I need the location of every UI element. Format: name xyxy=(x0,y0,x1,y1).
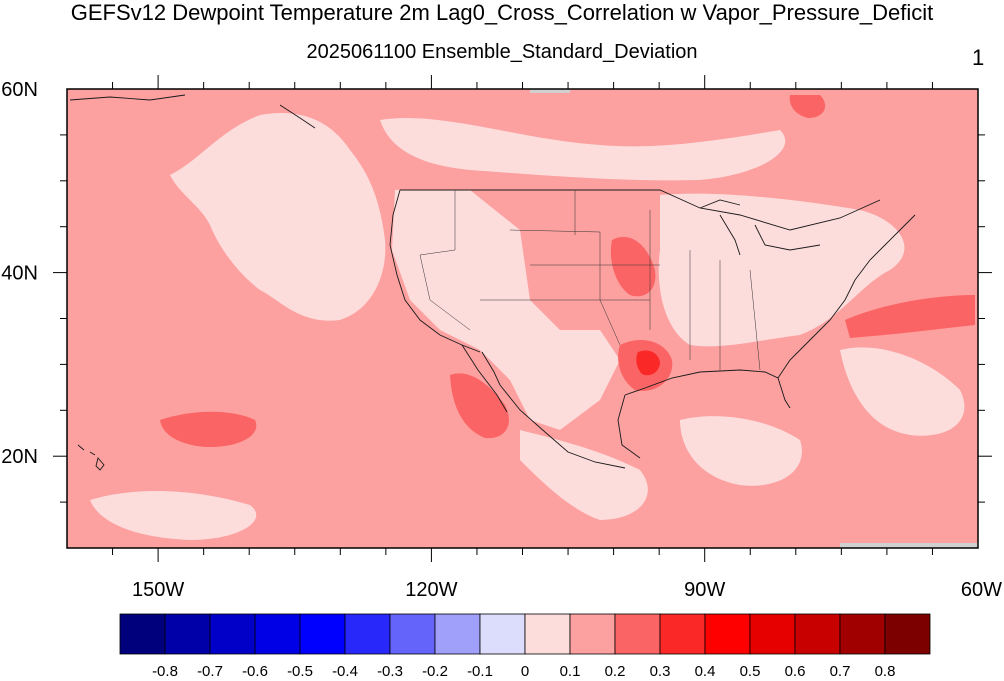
hawaii-islands xyxy=(77,444,105,471)
colorbar: -0.8 -0.7 -0.6 -0.5 -0.4 -0.3 -0.2 -0.1 0 0.1 0.2 0… xyxy=(119,613,931,680)
texas-core-high-region xyxy=(636,350,660,376)
coastlines xyxy=(69,94,916,469)
atlantic-high-region xyxy=(845,295,975,338)
baja-coast xyxy=(461,344,508,413)
colorbar-label: -0.3 xyxy=(377,663,403,680)
lon-label: 90W xyxy=(684,579,725,601)
us-canada-border xyxy=(400,189,881,231)
colorbar-swatch xyxy=(344,613,391,655)
colorbar-label: 0.3 xyxy=(650,663,671,680)
colorbar-label: 0 xyxy=(521,663,529,680)
colorbar-swatch xyxy=(479,613,526,655)
colorbar-swatch xyxy=(884,613,931,655)
canada-low-region xyxy=(380,117,786,181)
map-area xyxy=(67,89,978,548)
pacific-low-region xyxy=(170,113,386,321)
us-east-coast xyxy=(777,214,916,379)
colorbar-swatch xyxy=(389,613,436,655)
colorbar-label: 0.6 xyxy=(785,663,806,680)
colorbar-swatch xyxy=(164,613,211,655)
labrador-high-region xyxy=(789,95,826,118)
us-west-low-region xyxy=(392,190,620,430)
tropical-pacific-low-region xyxy=(90,490,257,540)
colorbar-label: 0.4 xyxy=(695,663,716,680)
lat-label: 20N xyxy=(1,446,38,468)
colorbar-swatch xyxy=(569,613,616,655)
lower-right-no-data-strip xyxy=(530,89,978,548)
colorbar-swatch xyxy=(704,613,751,655)
us-west-coast xyxy=(389,189,481,353)
alaska-coast xyxy=(69,94,316,129)
pacific-high-region xyxy=(160,411,257,448)
colorbar-swatch xyxy=(524,613,571,655)
colorbar-swatch xyxy=(254,613,301,655)
colorbar-label: -0.7 xyxy=(197,663,223,680)
colorbar-label: -0.8 xyxy=(152,663,178,680)
mexico-low-region xyxy=(520,430,648,520)
colorbar-swatch xyxy=(794,613,841,655)
atlantic-low-region xyxy=(840,347,965,436)
state-boundaries xyxy=(419,190,761,371)
colorbar-label: 0.8 xyxy=(875,663,896,680)
lon-label: 120W xyxy=(405,579,457,601)
colorbar-label: 0.7 xyxy=(830,663,851,680)
colorbar-label: -0.2 xyxy=(422,663,448,680)
colorbar-label: -0.6 xyxy=(242,663,268,680)
colorbar-label: -0.4 xyxy=(332,663,358,680)
colorbar-label: 0.2 xyxy=(605,663,626,680)
colorbar-swatch xyxy=(209,613,256,655)
colorbar-swatch xyxy=(299,613,346,655)
great-lakes xyxy=(699,199,821,256)
latitude-labels: 60N 40N 20N xyxy=(1,79,38,468)
lat-label: 60N xyxy=(1,79,38,101)
axis-ticks xyxy=(53,75,992,562)
panel-label: 1 xyxy=(972,45,985,70)
colorbar-label: 0.5 xyxy=(740,663,761,680)
colorbar-label: -0.5 xyxy=(287,663,313,680)
lat-label: 40N xyxy=(1,263,38,285)
colorbar-swatch xyxy=(839,613,886,655)
high-value-regions xyxy=(160,95,975,448)
lon-label: 60W xyxy=(961,579,1002,601)
caribbean-low-region xyxy=(680,416,802,486)
colorbar-label: -0.1 xyxy=(467,663,493,680)
colorbar-swatch xyxy=(749,613,796,655)
colorbar-swatch xyxy=(119,613,166,655)
chart-title: GEFSv12 Dewpoint Temperature 2m Lag0_Cro… xyxy=(70,0,934,25)
colorbar-swatch xyxy=(659,613,706,655)
mexico-coast xyxy=(499,384,641,469)
chart-subtitle: 2025061100 Ensemble_Standard_Deviation xyxy=(306,41,698,63)
colorbar-swatch xyxy=(434,613,481,655)
baja-high-region xyxy=(450,373,509,439)
gulf-coast xyxy=(624,369,791,409)
plains-high-region xyxy=(610,236,656,297)
colorbar-label: 0.1 xyxy=(560,663,581,680)
lon-label: 150W xyxy=(132,579,184,601)
colorbar-swatch xyxy=(614,613,661,655)
longitude-labels: 150W 120W 90W 60W xyxy=(132,579,1002,601)
